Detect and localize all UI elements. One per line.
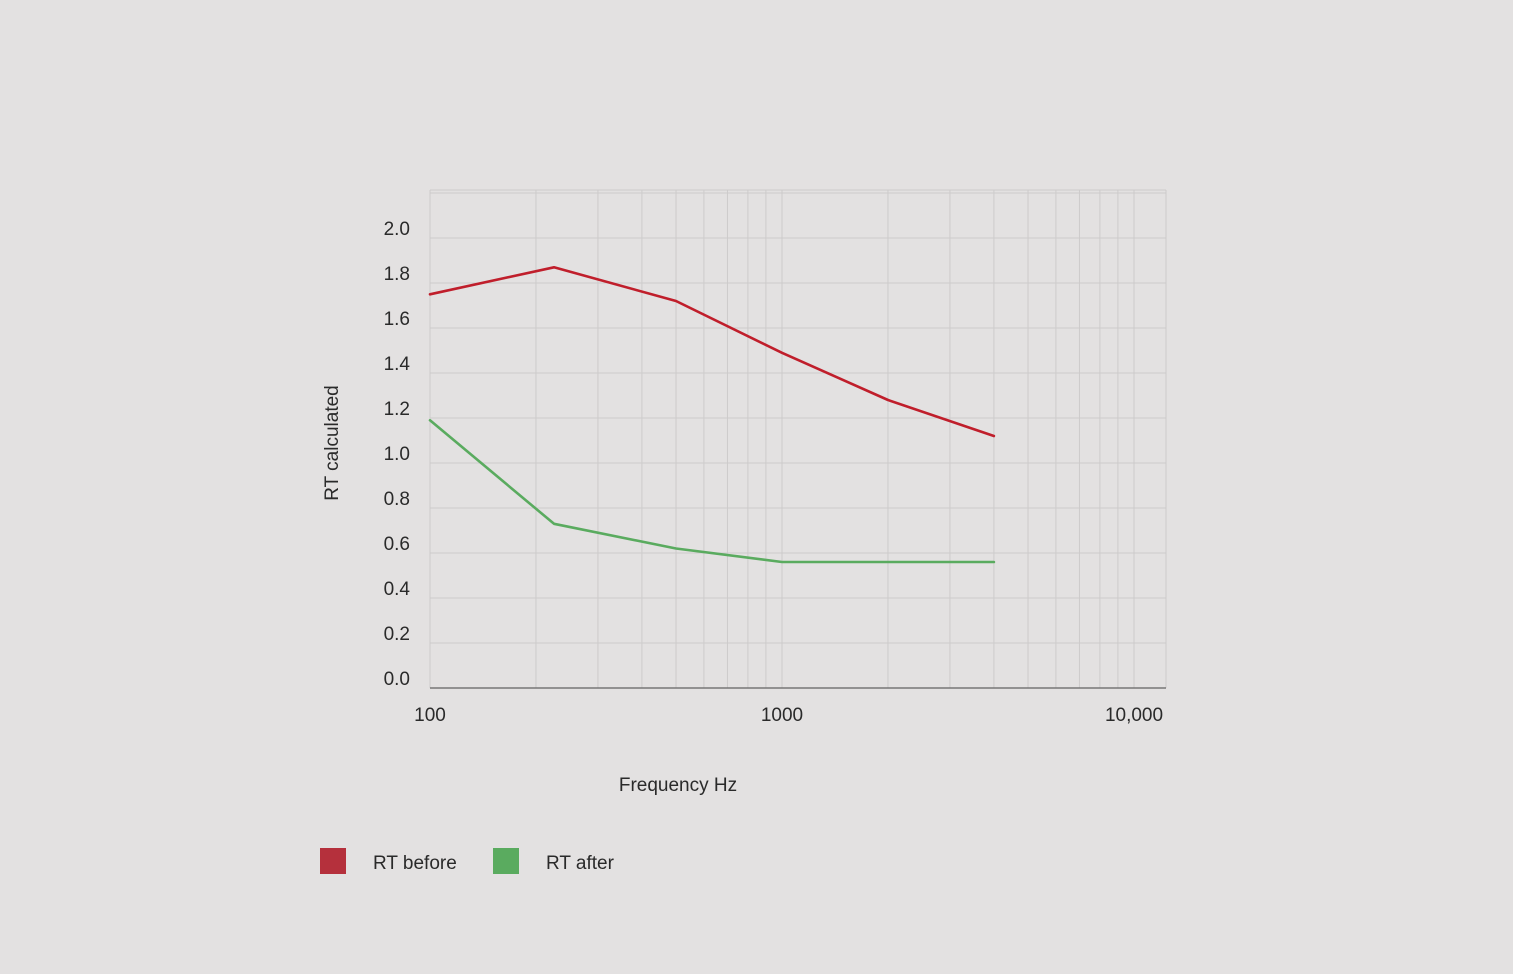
grid: [429, 189, 1167, 689]
y-tick-label: 0.8: [384, 489, 410, 510]
legend: RT before RT after: [320, 848, 615, 874]
plot-area: [430, 190, 1165, 688]
y-tick-label: 1.6: [384, 309, 410, 330]
x-tick-label: 1000: [761, 705, 803, 726]
y-tick-label: 0.4: [384, 579, 411, 600]
y-tick-label: 0.0: [384, 669, 410, 690]
y-tick-label: 1.2: [384, 399, 410, 420]
legend-swatch-rt-before: [320, 848, 346, 874]
x-axis-title: Frequency Hz: [619, 775, 737, 796]
y-tick-label: 0.2: [384, 624, 410, 645]
x-axis-ticks: 100 1000 10,000: [414, 705, 1163, 726]
series-group: [428, 265, 996, 564]
series-line-rt-after: [428, 418, 996, 564]
x-tick-label: 10,000: [1105, 705, 1163, 726]
y-tick-label: 1.8: [384, 264, 410, 285]
legend-swatch-rt-after: [493, 848, 519, 874]
y-axis-ticks: 0.0 0.2 0.4 0.6 0.8 1.0 1.2 1.4 1.6 1.8 2.0: [384, 219, 411, 690]
y-axis-title: RT calculated: [322, 385, 343, 500]
x-tick-label: 100: [414, 705, 446, 726]
y-tick-label: 2.0: [384, 219, 410, 240]
series-line-rt-before: [428, 265, 996, 438]
legend-label-rt-before: RT before: [373, 853, 457, 874]
legend-label-rt-after: RT after: [546, 853, 615, 874]
y-tick-label: 1.0: [384, 444, 410, 465]
y-tick-label: 0.6: [384, 534, 410, 555]
y-tick-label: 1.4: [384, 354, 411, 375]
